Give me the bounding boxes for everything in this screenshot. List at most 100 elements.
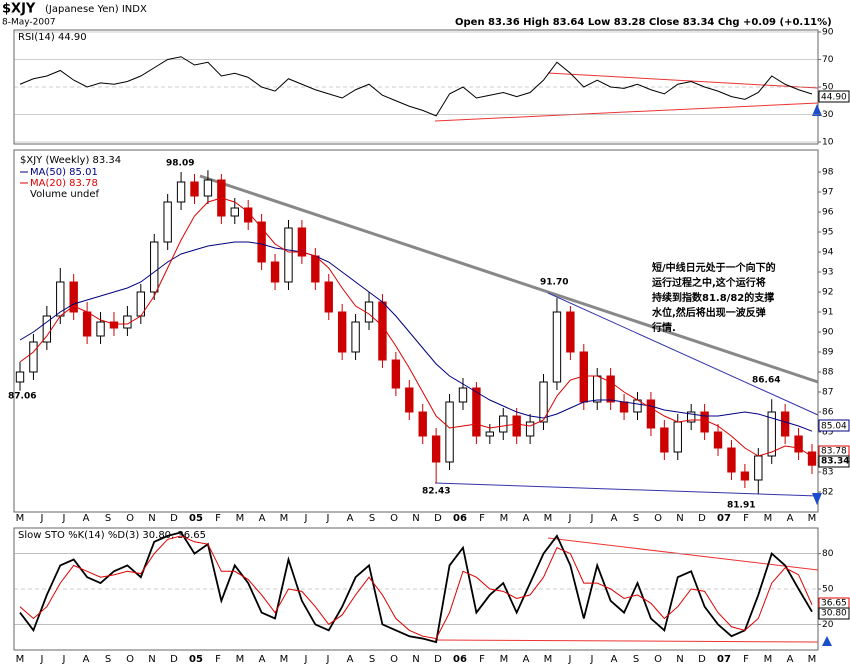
x-tick-label: D: [698, 513, 706, 524]
candle-body: [297, 227, 307, 257]
x-tick-label: N: [148, 654, 155, 665]
legend-entry: Volume undef: [30, 189, 100, 200]
x-tick-label: N: [412, 513, 419, 524]
candle-body: [270, 261, 280, 283]
candle-body: [418, 411, 427, 437]
candle-body: [472, 387, 481, 437]
line: [19, 531, 813, 644]
y-tick-label: 30: [822, 110, 834, 120]
x-tick-label: J: [590, 513, 594, 524]
y-tick-label: 86: [822, 408, 834, 418]
x-tick-label: A: [83, 654, 90, 665]
x-tick-label: F: [479, 513, 485, 524]
candle-body: [150, 241, 159, 293]
x-tick-label: A: [523, 654, 530, 665]
trend-line: [547, 72, 819, 89]
candle-body: [311, 255, 320, 283]
candle-body: [391, 359, 401, 389]
trend-line: [434, 102, 819, 122]
candle-body: [29, 341, 38, 373]
x-tick-label: J: [590, 654, 594, 665]
x-tick-label: F: [743, 654, 749, 665]
candle-body: [593, 375, 602, 403]
x-tick-label: S: [633, 513, 639, 524]
x-tick-label: S: [105, 513, 111, 524]
x-tick-label: S: [633, 654, 639, 665]
candle-body: [69, 281, 78, 313]
price-label: 91.70: [540, 278, 568, 288]
x-tick-label: M: [280, 513, 289, 524]
x-tick-label: O: [390, 513, 398, 524]
candle-body: [539, 381, 548, 423]
tag-box: [818, 455, 850, 468]
x-tick-label: D: [434, 513, 442, 524]
price-panel: [13, 149, 819, 513]
x-tick-label: M: [236, 513, 245, 524]
x-tick-label: S: [105, 654, 111, 665]
x-tick-label: N: [676, 513, 683, 524]
y-tick-label: 89: [822, 348, 834, 358]
line: [19, 535, 813, 640]
sto-label: Slow STO %K(14) %D(3) 30.80, 36.65: [18, 530, 206, 541]
x-tick-label: M: [764, 513, 773, 524]
candle-body: [190, 181, 199, 197]
legend-entry: MA(20) 83.78: [30, 178, 98, 189]
x-tick-label: A: [787, 513, 794, 524]
candle-body: [284, 227, 293, 283]
candle-body: [351, 321, 360, 353]
x-tick-label: O: [654, 654, 662, 665]
candle-body: [445, 401, 454, 463]
tag-box: [818, 419, 850, 432]
x-tick-label: 05: [189, 654, 203, 665]
candle-body: [566, 311, 575, 353]
candle-body: [525, 421, 535, 437]
candle-body: [324, 281, 333, 313]
x-tick-label: F: [743, 513, 749, 524]
candle-body: [257, 221, 266, 263]
x-tick-label: F: [479, 654, 485, 665]
x-tick-label: J: [568, 513, 572, 524]
candle-body: [499, 415, 508, 433]
candle-body: [727, 447, 736, 473]
price-label: 82.43: [422, 487, 450, 497]
x-tick-label: J: [62, 654, 66, 665]
x-tick-label: F: [215, 654, 221, 665]
legend-entry: $XJY (Weekly) 83.34: [20, 155, 121, 166]
trend-line: [547, 292, 819, 416]
trend-line: [434, 482, 819, 497]
tag: 30.80: [821, 609, 847, 619]
candle-body: [458, 387, 468, 403]
x-tick-label: J: [326, 654, 330, 665]
candle-body: [42, 315, 52, 343]
rsi-label: RSI(14) 44.90: [18, 32, 87, 43]
y-tick-label: 83: [822, 468, 833, 478]
candle-body: [203, 179, 213, 197]
x-tick-label: M: [544, 513, 553, 524]
candle-body: [807, 451, 817, 466]
arrow: [822, 636, 832, 646]
x-tick-label: O: [126, 513, 134, 524]
y-tick-label: 97: [822, 188, 833, 198]
y-tick-label: 90: [822, 328, 834, 338]
candle-body: [646, 399, 656, 429]
candle-body: [163, 201, 172, 243]
candle-body: [552, 311, 562, 383]
x-tick-label: J: [62, 513, 66, 524]
tag: 83.78: [821, 447, 847, 457]
x-tick-label: N: [412, 654, 419, 665]
x-tick-label: M: [544, 654, 553, 665]
x-tick-label: A: [259, 513, 266, 524]
x-tick-label: D: [170, 654, 178, 665]
arrow: [812, 104, 822, 116]
candle-body: [15, 371, 25, 383]
x-tick-label: J: [326, 513, 330, 524]
x-tick-label: A: [611, 513, 618, 524]
price-annotations: 98.09 87.06 82.43 91.70 86.64 81.91: [8, 159, 780, 511]
candle-body: [405, 387, 414, 413]
candle-body: [378, 301, 387, 361]
x-tick-label: M: [236, 654, 245, 665]
x-tick-label: M: [280, 654, 289, 665]
x-tick-label: M: [808, 513, 817, 524]
x-tick-label: M: [16, 513, 25, 524]
